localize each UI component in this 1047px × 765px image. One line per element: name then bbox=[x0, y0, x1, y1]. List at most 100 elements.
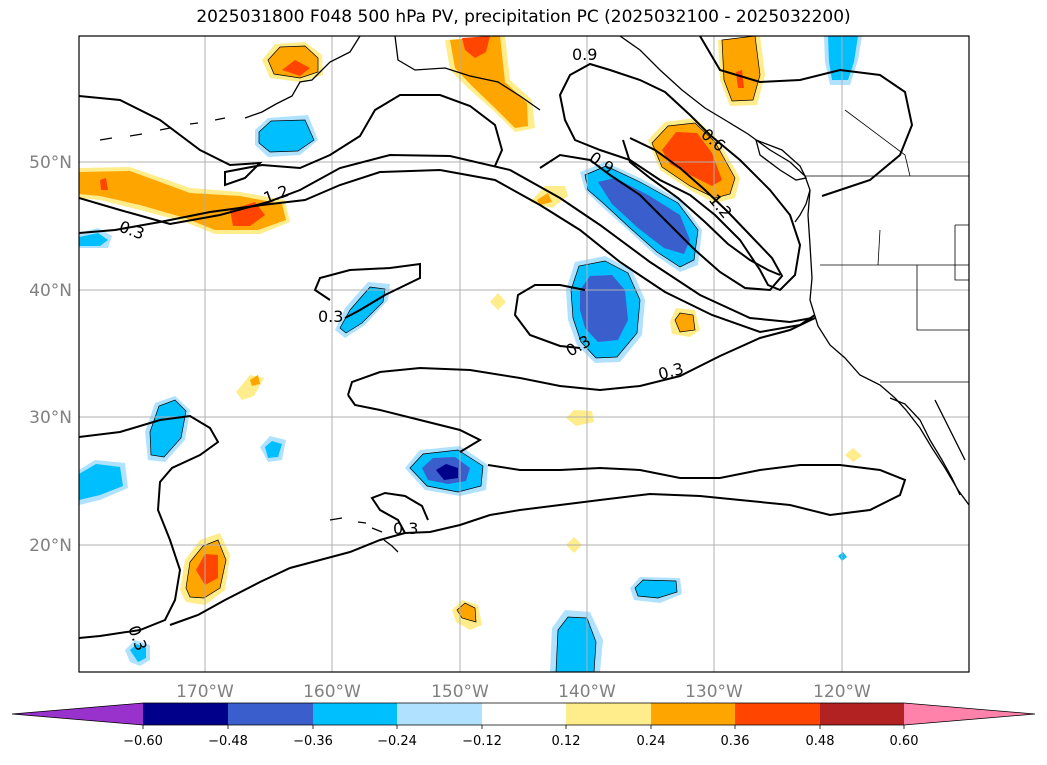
colorbar-tick-label: 0.12 bbox=[552, 734, 581, 749]
precip-outline bbox=[651, 122, 736, 199]
colorbar-tick-label: 0.24 bbox=[637, 734, 666, 749]
precip-negative-region bbox=[436, 464, 458, 480]
colorbar-tick-label: −0.36 bbox=[293, 734, 333, 749]
pv-contour bbox=[79, 94, 504, 187]
precip-outline bbox=[584, 165, 699, 268]
longitude-label: 160°W bbox=[303, 682, 361, 702]
pv-contour bbox=[347, 394, 483, 453]
precip-positive-region bbox=[100, 178, 108, 190]
colorbar-tick-label: −0.24 bbox=[377, 734, 417, 749]
colorbar-segment bbox=[566, 703, 651, 725]
precip-negative-region bbox=[580, 275, 628, 342]
precip-outline bbox=[185, 539, 227, 599]
vancouver-island bbox=[755, 138, 807, 181]
coastlines bbox=[99, 36, 969, 553]
state-border bbox=[954, 224, 969, 281]
map-plot-area: 0.3 1.2 0.3 0.3 0.9 0.6 0.9 1.2 0.3 0.3 … bbox=[79, 36, 969, 672]
pv-contours bbox=[79, 36, 914, 639]
colorbar-segment bbox=[313, 703, 397, 725]
precip-negative-region bbox=[635, 580, 677, 598]
pv-contour bbox=[558, 62, 802, 292]
precip-outline bbox=[409, 449, 484, 493]
baja-coastline bbox=[889, 397, 961, 496]
contour-label: 0.3 bbox=[393, 519, 418, 538]
pv-contour bbox=[622, 139, 781, 276]
colorbar-segment bbox=[228, 703, 313, 725]
colorbar-extend-min bbox=[12, 703, 143, 725]
gulf-coastline bbox=[934, 399, 966, 461]
panhandle-coastline bbox=[619, 36, 811, 223]
pv-contour bbox=[79, 168, 816, 334]
precip-positive-region bbox=[490, 293, 506, 310]
pv-contour bbox=[347, 317, 816, 396]
contour-label: 1.2 bbox=[261, 181, 291, 208]
precip-outline bbox=[674, 312, 696, 333]
precip-outline bbox=[634, 579, 678, 599]
political-borders bbox=[805, 109, 969, 383]
colorbar-tick-label: 0.48 bbox=[806, 734, 835, 749]
colorbar-tick-label: 0.60 bbox=[890, 734, 919, 749]
precip-negative-region bbox=[130, 644, 146, 662]
longitude-label: 170°W bbox=[176, 682, 234, 702]
pv-contour bbox=[699, 36, 914, 197]
colorbar-ticks bbox=[142, 725, 905, 729]
colorbar-tick-label: −0.60 bbox=[123, 734, 163, 749]
contour-label: 0.3 bbox=[656, 359, 686, 384]
colorbar-segment bbox=[735, 703, 820, 725]
contour-label: 0.9 bbox=[572, 45, 597, 64]
hawaii-islands bbox=[329, 517, 399, 553]
colorbar-tick-label: −0.12 bbox=[462, 734, 502, 749]
pv-contour bbox=[370, 464, 907, 535]
precip-negative-region bbox=[828, 36, 858, 80]
precip-negative-region bbox=[598, 178, 690, 254]
state-border bbox=[877, 229, 881, 266]
colorbar-segment bbox=[820, 703, 904, 725]
latitude-label: 20°N bbox=[29, 536, 72, 556]
map-frame bbox=[78, 35, 970, 673]
precip-outline bbox=[149, 399, 187, 458]
grid bbox=[79, 36, 969, 672]
precip-negative-region bbox=[79, 464, 123, 500]
precip-positive-region bbox=[675, 313, 695, 332]
alaska-coastline bbox=[244, 36, 361, 119]
latitude-label: 40°N bbox=[29, 281, 72, 301]
map-title: 2025031800 F048 500 hPa PV, precipitatio… bbox=[196, 7, 851, 27]
longitude-label: 130°W bbox=[685, 682, 743, 702]
longitude-label: 150°W bbox=[431, 682, 489, 702]
latitude-label: 50°N bbox=[29, 153, 72, 173]
precip-positive-region bbox=[450, 36, 528, 128]
colorbar-tick-label: 0.36 bbox=[721, 734, 750, 749]
pv-contour bbox=[513, 284, 586, 349]
state-border bbox=[844, 109, 911, 177]
state-border bbox=[916, 265, 969, 331]
latitude-label: 30°N bbox=[29, 408, 72, 428]
precip-negative-region bbox=[150, 400, 186, 457]
precip-positive-region bbox=[537, 193, 552, 205]
colorbar-segment bbox=[651, 703, 735, 725]
precip-positive-region bbox=[236, 375, 264, 400]
precip-positive-region bbox=[845, 448, 862, 462]
colorbar-segment bbox=[397, 703, 482, 725]
precip-negative-region bbox=[556, 617, 596, 672]
precip-positive-region bbox=[196, 554, 218, 585]
aleutian-islands bbox=[99, 117, 226, 141]
precip-positive-region bbox=[722, 36, 760, 101]
contour-label: 0.3 bbox=[318, 307, 343, 326]
precip-negative-region bbox=[265, 441, 282, 458]
precip-positive-region bbox=[566, 410, 594, 426]
precip-negative-region bbox=[340, 287, 385, 333]
longitude-label: 140°W bbox=[558, 682, 616, 702]
pv-contour bbox=[79, 414, 220, 639]
longitude-label: 120°W bbox=[813, 682, 871, 702]
precip-outline bbox=[570, 260, 641, 359]
latitude-labels: 50°N 40°N 30°N 20°N bbox=[29, 153, 72, 556]
contour-label: 0.3 bbox=[117, 217, 147, 244]
precip-positive-region bbox=[282, 60, 310, 76]
precip-outlines bbox=[149, 36, 761, 672]
colorbar-extend-max bbox=[904, 703, 1035, 725]
precip-positive-region bbox=[462, 36, 490, 58]
precip-outline bbox=[258, 119, 315, 153]
pv-contour bbox=[169, 532, 406, 626]
precip-outline bbox=[721, 36, 761, 102]
